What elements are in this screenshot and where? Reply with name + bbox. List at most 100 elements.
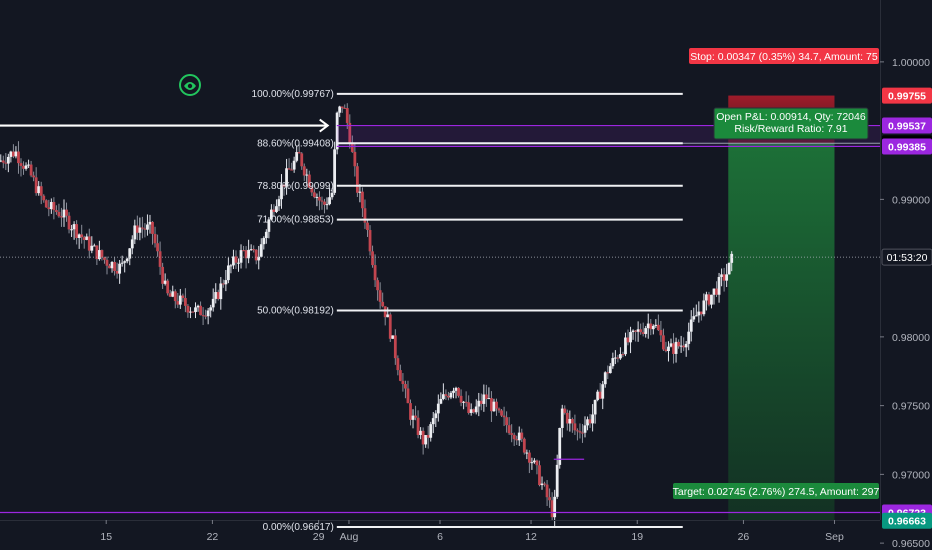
candle-body	[47, 207, 51, 210]
price-axis[interactable]: 1.00000 0.99000 0.98000 0.97500 0.97000 0.965…	[880, 0, 932, 550]
candle-body	[361, 191, 364, 209]
candle-body	[530, 462, 534, 464]
price-badge-label: 0.99755	[888, 91, 926, 103]
candle-body	[619, 354, 622, 359]
candle-body	[439, 398, 443, 404]
candle-body	[674, 341, 678, 354]
candle-body	[510, 433, 514, 435]
candle-body	[727, 262, 731, 275]
candle-body	[287, 168, 291, 170]
fib-level-label: 100.00%(0.99767)	[252, 89, 334, 100]
candle-body	[396, 358, 400, 371]
candlestick-series	[0, 103, 734, 528]
price-badge[interactable]	[882, 512, 932, 529]
candle-body	[176, 301, 180, 305]
candle-body	[264, 231, 268, 239]
replay-icon[interactable]	[179, 74, 201, 96]
candle-body	[70, 229, 73, 231]
pnl-label-bg	[713, 107, 869, 140]
price-badge[interactable]	[882, 138, 932, 155]
candle-body	[477, 400, 481, 407]
candle-body	[161, 266, 165, 284]
target-zone[interactable]	[728, 143, 835, 521]
candle-body	[335, 112, 339, 150]
candle-body	[348, 122, 352, 144]
candle-body	[295, 152, 299, 161]
candle-body	[459, 395, 463, 403]
candle-body	[183, 298, 187, 306]
candle-body	[125, 258, 129, 262]
candle-body	[0, 160, 3, 162]
candle-body	[189, 311, 192, 313]
icon-pupil	[187, 83, 193, 89]
candle-body	[350, 143, 354, 152]
candle-body	[626, 337, 630, 343]
target-label-text: Target: 0.02745 (2.76%) 274.5, Amount: 2…	[673, 486, 880, 498]
candle-body	[444, 394, 448, 396]
candle-body	[424, 435, 428, 445]
candle-body	[100, 250, 104, 258]
candle-body	[143, 228, 147, 230]
candle-body	[333, 149, 337, 193]
fibonacci-retracement[interactable]: 100.00%(0.99767) 88.60%(0.99408) 78.80%(0.…	[252, 89, 683, 533]
candle-body	[474, 406, 478, 413]
candle-body	[376, 280, 380, 291]
candle-body	[482, 394, 486, 404]
y-tick-label: 0.98000	[892, 332, 930, 344]
time-axis[interactable]: 15 22 29 Aug 6 12 19 26 Sep	[0, 520, 880, 543]
price-badge[interactable]	[882, 117, 932, 134]
price-badge-label: 0.99537	[888, 121, 926, 133]
candle-body	[447, 395, 450, 398]
candle-body	[522, 438, 526, 453]
candle-body	[467, 402, 471, 413]
price-badge[interactable]	[881, 248, 932, 266]
candle-body	[115, 270, 119, 274]
candle-body	[277, 199, 281, 207]
candle-body	[662, 335, 665, 350]
candle-body	[219, 283, 223, 300]
candle-body	[328, 197, 331, 205]
price-badge-label: 0.96663	[888, 516, 926, 528]
candle-body	[611, 358, 615, 367]
candle-body	[431, 418, 435, 425]
candle-body	[178, 295, 182, 305]
candle-body	[429, 424, 433, 438]
candle-body	[138, 227, 142, 233]
candle-body	[12, 151, 15, 157]
candle-body	[565, 412, 569, 424]
candle-body	[72, 224, 76, 230]
candle-body	[550, 500, 554, 518]
candle-body	[596, 391, 600, 400]
candle-body	[725, 274, 729, 281]
candle-body	[570, 419, 574, 424]
candle-body	[14, 151, 18, 157]
candle-body	[358, 191, 362, 193]
candle-body	[171, 291, 175, 297]
candle-body	[259, 244, 263, 257]
candle-body	[267, 219, 271, 232]
y-tick-label: 0.97000	[892, 469, 930, 481]
candle-body	[315, 196, 319, 198]
x-tick-label: 12	[525, 531, 537, 543]
candle-body	[702, 300, 706, 315]
candle-body	[692, 316, 696, 320]
candle-body	[730, 253, 734, 263]
candle-body	[586, 419, 589, 426]
candle-body	[173, 291, 177, 302]
candle-body	[517, 432, 521, 441]
candle-body	[672, 343, 675, 354]
candle-body	[62, 209, 66, 218]
position-tool-zones[interactable]	[728, 95, 835, 521]
price-badge[interactable]	[882, 87, 932, 104]
candle-body	[699, 311, 703, 315]
x-tick-label: 19	[631, 531, 643, 543]
candle-body	[457, 387, 460, 396]
candle-body	[520, 432, 524, 439]
candle-body	[573, 423, 577, 431]
candle-body	[320, 200, 324, 202]
candle-body	[156, 243, 159, 252]
candle-body	[206, 310, 210, 317]
candle-body	[191, 311, 195, 313]
candle-body	[515, 439, 519, 441]
